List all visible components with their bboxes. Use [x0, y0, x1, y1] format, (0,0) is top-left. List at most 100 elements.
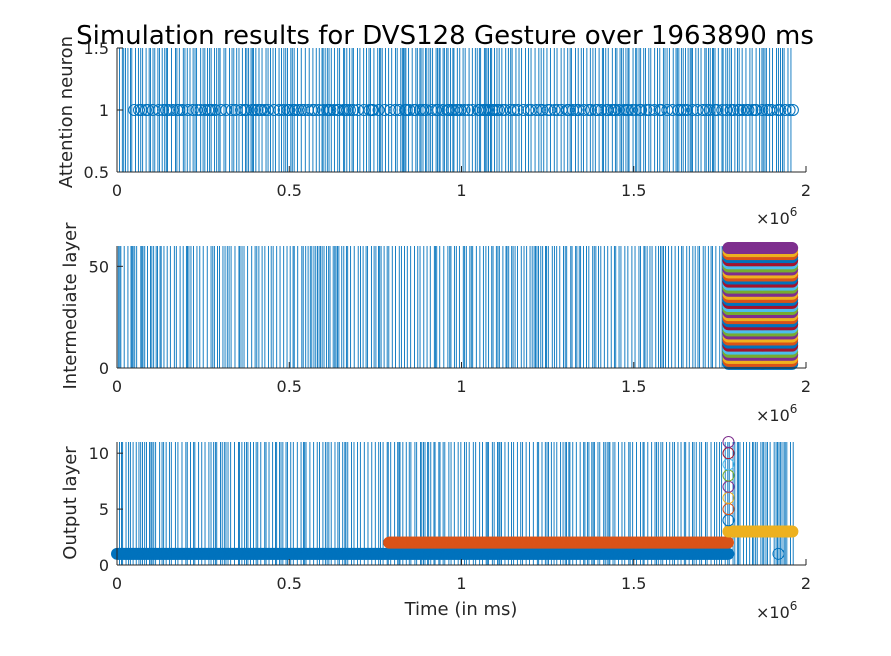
- data-point: [779, 104, 792, 116]
- panel-intermediate: 0 0.5 1 1.5 2 0 50 Intermediate layer ×106: [60, 222, 811, 425]
- data-point: [462, 104, 475, 116]
- x-tick-label: 0.5: [277, 377, 302, 396]
- data-point: [367, 104, 380, 116]
- x-exponent-2: ×106: [756, 402, 797, 425]
- data-point: [722, 514, 735, 527]
- y-tick-label: 1.5: [84, 39, 109, 58]
- x-tick-label: 1.5: [621, 181, 646, 200]
- x-tick-label: 1.5: [621, 377, 646, 396]
- y-tick-label: 0: [99, 359, 109, 378]
- data-point: [746, 104, 759, 116]
- ylabel-attention: Attention neuron: [56, 36, 77, 188]
- data-point: [343, 104, 356, 116]
- data-point: [403, 104, 416, 116]
- data-point: [722, 469, 735, 482]
- xlabel-time: Time (in ms): [404, 599, 518, 620]
- data-point: [536, 104, 549, 116]
- data-point: [220, 104, 233, 116]
- data-point: [288, 104, 301, 116]
- x-tick-label: 0: [112, 574, 122, 593]
- data-point: [283, 104, 296, 116]
- data-point: [378, 104, 391, 116]
- data-point: [605, 104, 618, 116]
- data-point: [413, 104, 426, 116]
- data-point: [176, 104, 189, 116]
- data-point: [181, 104, 194, 116]
- y-tick-label: 0.5: [84, 163, 109, 182]
- data-point: [504, 104, 517, 116]
- data-point: [721, 536, 734, 549]
- data-point: [511, 104, 524, 116]
- data-point: [570, 104, 583, 116]
- data-point: [452, 104, 465, 116]
- data-point: [267, 104, 280, 116]
- data-point: [173, 104, 186, 116]
- data-point: [722, 491, 735, 504]
- y-tick-label: 5: [99, 500, 109, 519]
- figure-title: Simulation results for DVS128 Gesture ov…: [76, 21, 814, 51]
- data-point: [308, 104, 321, 116]
- data-point: [312, 104, 325, 116]
- data-point: [750, 104, 763, 116]
- data-point: [711, 104, 724, 116]
- data-point: [508, 104, 521, 116]
- data-point: [612, 104, 625, 116]
- x-tick-label: 2: [801, 377, 811, 396]
- data-point: [443, 104, 456, 116]
- panel-attention: 0 0.5 1 1.5 20.511.5 Attention neuron ×106: [56, 36, 811, 228]
- x-exponent-power: 6: [790, 402, 798, 416]
- data-point: [674, 104, 687, 116]
- data-point: [686, 104, 699, 116]
- data-point: [492, 104, 505, 116]
- ticks: 0 0.5 1 1.5 20.511.5: [84, 39, 812, 200]
- data-point: [393, 104, 406, 116]
- data-point: [643, 104, 656, 116]
- data-point: [677, 104, 690, 116]
- data-point: [722, 458, 735, 471]
- series-markers: [128, 104, 799, 116]
- data-point: [258, 104, 271, 116]
- data-point: [251, 104, 264, 116]
- data-point: [255, 104, 268, 116]
- data-point: [756, 104, 769, 116]
- x-tick-label: 2: [801, 181, 811, 200]
- data-point: [640, 104, 653, 116]
- axes-frame: [116, 246, 806, 369]
- x-exponent-base: ×10: [756, 209, 790, 228]
- data-point: [146, 104, 159, 116]
- data-point: [617, 104, 630, 116]
- data-point: [733, 104, 746, 116]
- data-point: [458, 104, 471, 116]
- data-point: [206, 104, 219, 116]
- spike-lines: [116, 246, 794, 368]
- x-tick-label: 1.5: [621, 574, 646, 593]
- data-point: [245, 104, 258, 116]
- x-tick-label: 2: [801, 574, 811, 593]
- data-point: [522, 104, 535, 116]
- x-tick-label: 0: [112, 377, 122, 396]
- x-exponent-power: 6: [790, 599, 798, 613]
- x-exponent-base: ×10: [756, 603, 790, 622]
- data-point: [786, 525, 799, 538]
- data-point: [722, 436, 735, 448]
- data-point: [771, 104, 784, 116]
- data-point: [722, 503, 735, 516]
- data-point: [672, 104, 685, 116]
- data-point: [720, 104, 733, 116]
- data-point: [292, 104, 305, 116]
- data-point: [474, 104, 487, 116]
- data-point: [533, 104, 546, 116]
- data-point: [635, 104, 648, 116]
- data-point: [133, 104, 146, 116]
- data-point: [774, 104, 787, 116]
- x-tick-label: 1: [456, 377, 466, 396]
- data-point: [496, 104, 509, 116]
- data-point: [273, 104, 286, 116]
- data-point: [157, 104, 170, 116]
- data-point: [722, 447, 735, 460]
- x-exponent-1: ×106: [756, 205, 797, 228]
- data-point: [372, 104, 385, 116]
- ylabel-intermediate: Intermediate layer: [60, 222, 81, 390]
- data-point: [548, 104, 561, 116]
